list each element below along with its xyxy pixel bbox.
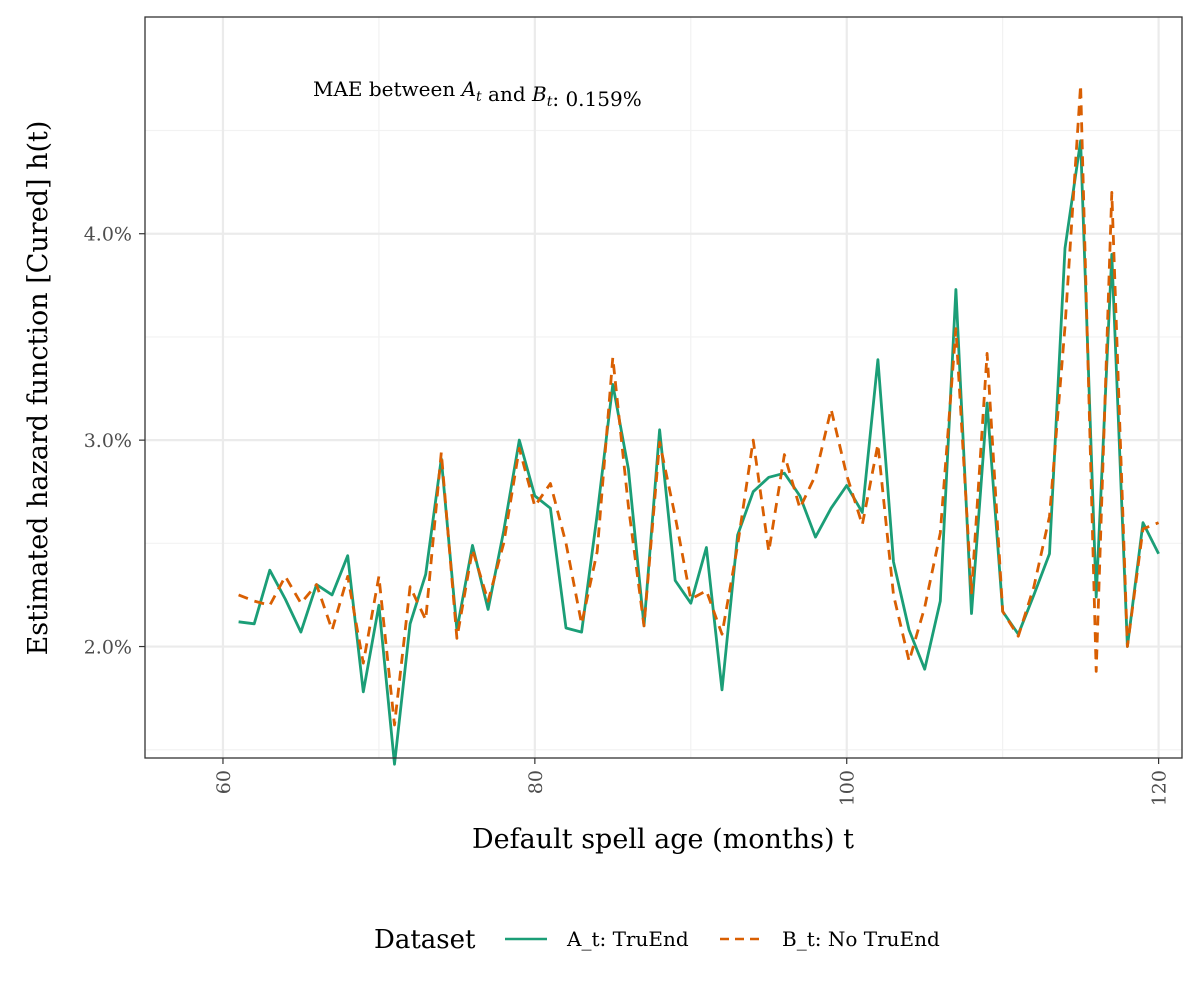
series-line-a-truend [238,139,1160,766]
minor-gridlines [145,17,1182,758]
y-axis-title: Estimated hazard function [Cured] h(t) [23,121,54,656]
series-layer [238,83,1160,766]
x-axis-title: Default spell age (months) t [472,824,854,855]
y-tick-label: 4.0% [84,224,132,246]
x-tick-label: 120 [1149,770,1171,806]
legend: Dataset A_t: TruEnd B_t: No TruEnd [374,925,940,955]
legend-label-b: B_t: No TruEnd [782,927,940,951]
y-tick-label: 2.0% [84,637,132,659]
mae-annotation: MAE between At and Bt: 0.159% [313,77,642,111]
x-axis-ticks: 60 80 100 120 [213,758,1171,806]
legend-title: Dataset [374,925,476,955]
plot-panel-border [144,16,1183,759]
major-gridlines [145,17,1182,758]
y-axis-ticks: 2.0% 3.0% 4.0% [84,224,145,659]
series-line-b-no-truend [238,83,1160,727]
x-tick-label: 80 [525,770,547,794]
y-tick-label: 3.0% [84,430,132,452]
x-tick-label: 60 [213,770,235,794]
legend-label-a: A_t: TruEnd [566,927,689,951]
x-tick-label: 100 [837,770,859,806]
